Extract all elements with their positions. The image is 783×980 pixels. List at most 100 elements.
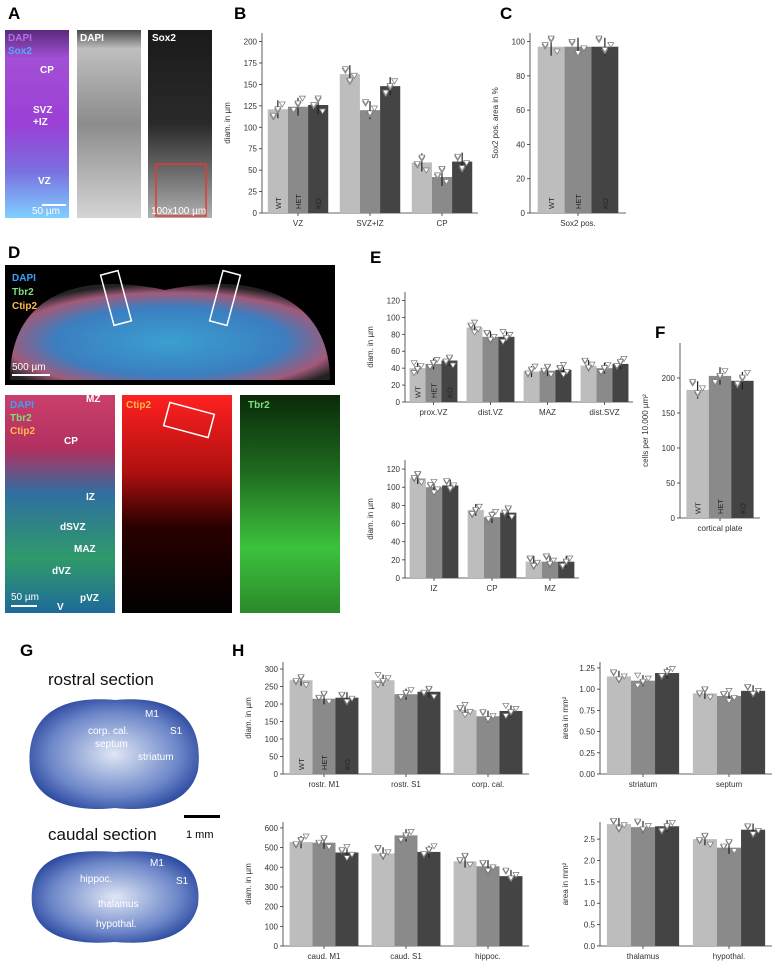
data-point <box>663 669 671 676</box>
data-point <box>425 846 433 853</box>
y-tick-label: 300 <box>265 883 279 892</box>
bar-ko <box>452 161 473 213</box>
y-axis-label: diam. in µm <box>366 326 375 368</box>
bar-het <box>431 177 453 213</box>
dapi-sox2-merge-image <box>5 30 69 218</box>
bar-wt <box>409 368 426 402</box>
data-point <box>559 362 568 369</box>
y-tick-label: 0.5 <box>584 921 596 930</box>
y-tick-label: 60 <box>391 347 400 356</box>
bar-group-label: WT <box>297 758 306 770</box>
data-point <box>738 374 747 381</box>
data-point <box>433 172 442 179</box>
data-point <box>422 167 430 174</box>
x-tick-label: IZ <box>430 584 437 593</box>
data-point <box>725 698 733 705</box>
data-point <box>604 362 612 369</box>
zone-v-d: V <box>57 602 64 613</box>
y-tick-label: 500 <box>265 844 279 853</box>
data-point <box>634 682 642 689</box>
bar-ko <box>591 46 619 213</box>
data-point <box>384 849 392 856</box>
bar-group-label: WT <box>274 197 283 209</box>
y-tick-label: 0.0 <box>584 942 596 951</box>
data-point <box>547 371 555 378</box>
y-tick-label: 200 <box>244 38 258 47</box>
bar-wt <box>686 389 709 518</box>
data-point <box>397 836 405 844</box>
y-tick-label: 250 <box>265 683 279 692</box>
label-sox2: Sox2 <box>8 46 32 57</box>
bar-ko <box>555 369 572 402</box>
data-point <box>546 560 554 567</box>
bar-het <box>541 561 559 578</box>
data-point <box>502 713 510 720</box>
bar-wt <box>267 109 288 213</box>
data-point <box>470 319 479 326</box>
data-point <box>384 675 392 682</box>
data-point <box>562 558 570 565</box>
y-tick-label: 40 <box>391 538 400 547</box>
bar-wt <box>453 861 477 946</box>
x-tick-label: corp. cal. <box>472 780 504 789</box>
bar-wt <box>537 46 565 213</box>
data-point <box>547 35 555 42</box>
data-point <box>588 361 596 368</box>
data-point <box>472 507 480 514</box>
data-point <box>698 385 707 392</box>
data-point <box>426 482 435 489</box>
data-point <box>484 716 492 723</box>
data-point <box>479 709 487 716</box>
bar-group-label: WT <box>414 386 423 398</box>
data-point <box>542 553 551 560</box>
data-point <box>512 706 520 713</box>
rostral-striatum: striatum <box>138 752 174 763</box>
rostral-s1: S1 <box>170 726 183 737</box>
data-point <box>689 379 697 386</box>
data-point <box>278 101 286 108</box>
data-point <box>402 690 410 697</box>
rostral-title: rostral section <box>48 670 154 689</box>
data-point <box>370 105 379 112</box>
y-tick-label: 0 <box>253 209 258 218</box>
data-point <box>639 678 647 685</box>
data-point <box>320 690 328 697</box>
data-point <box>443 478 451 485</box>
data-point <box>325 844 333 851</box>
data-point <box>601 47 609 54</box>
rostral-m1: M1 <box>145 709 159 720</box>
data-point <box>556 365 564 372</box>
label-dapi-d2: DAPI <box>10 400 34 411</box>
bar-ko <box>655 673 680 774</box>
data-point <box>315 839 323 846</box>
caudal-m1: M1 <box>150 858 164 869</box>
bar-wt <box>606 676 631 774</box>
bar-ko <box>335 852 359 946</box>
data-point <box>506 332 514 339</box>
bar-wt <box>467 509 484 578</box>
y-tick-label: 60 <box>391 520 400 529</box>
panel-letter-g: G <box>20 641 33 660</box>
data-point <box>379 852 387 859</box>
zone-pvz-d: pVZ <box>80 593 99 604</box>
roi-box-ctip2 <box>162 401 216 439</box>
y-tick-label: 100 <box>662 444 676 453</box>
data-point <box>346 77 354 84</box>
data-point <box>294 100 302 107</box>
x-tick-label: VZ <box>293 219 303 228</box>
y-tick-label: 175 <box>244 59 258 68</box>
y-tick-label: 100 <box>387 483 401 492</box>
data-point <box>504 505 512 512</box>
caudal-thalamus: thalamus <box>98 899 139 910</box>
bar-wt <box>692 839 717 946</box>
y-tick-label: 0 <box>396 574 401 583</box>
bar-group-label: HET <box>574 194 583 209</box>
data-point <box>730 848 738 855</box>
data-point <box>568 39 576 46</box>
y-tick-label: 20 <box>391 381 400 390</box>
bar-wt <box>289 680 313 774</box>
bar-ko <box>655 826 680 946</box>
bar-group-label: KO <box>314 198 323 209</box>
x-tick-label: SVZ+IZ <box>356 219 383 228</box>
